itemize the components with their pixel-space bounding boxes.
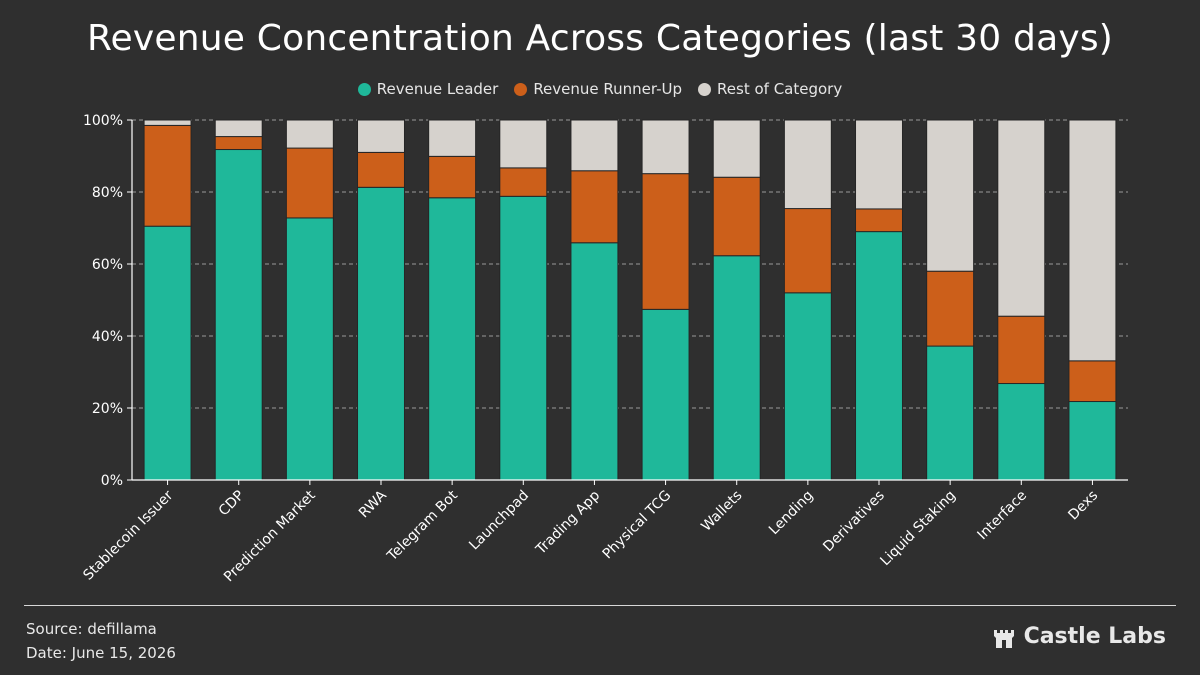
source-note: Source: defillama xyxy=(26,620,157,638)
legend-label-runner-up: Revenue Runner-Up xyxy=(533,80,683,98)
x-tick-label: Liquid Staking xyxy=(877,488,959,570)
x-tick-label: Interface xyxy=(974,488,1030,544)
bar-segment-runner-up xyxy=(214,136,263,151)
bar-segment-rest xyxy=(499,119,548,169)
bar-segment-runner-up xyxy=(357,151,405,188)
legend-label-rest: Rest of Category xyxy=(717,80,843,98)
bar-segment-leader xyxy=(285,217,334,481)
bar-segment-runner-up xyxy=(783,208,832,294)
legend-swatch-rest xyxy=(698,82,712,96)
bar-segment-leader xyxy=(428,197,477,481)
bar-segment-rest xyxy=(285,119,334,149)
bar-segment-rest xyxy=(855,119,903,210)
bar-segment-leader xyxy=(570,242,619,481)
y-tick-label: 40% xyxy=(92,329,123,345)
x-tick-label: Stablecoin Issuer xyxy=(80,487,176,583)
bar-segment-leader xyxy=(214,149,263,481)
bar-segment-leader xyxy=(783,292,832,481)
bar-segment-runner-up xyxy=(855,208,903,233)
y-tick-label: 100% xyxy=(83,113,123,129)
bar-segment-rest xyxy=(712,119,761,178)
legend-label-leader: Revenue Leader xyxy=(376,80,499,98)
bar-segment-rest xyxy=(1068,119,1117,362)
bar-segment-runner-up xyxy=(926,270,975,347)
bar-segment-runner-up xyxy=(143,124,192,227)
bar-segment-leader xyxy=(997,383,1046,481)
bar-segment-runner-up xyxy=(499,167,548,197)
bar-segment-runner-up xyxy=(712,176,761,257)
bar-segment-runner-up xyxy=(997,315,1046,385)
bar-segment-rest xyxy=(428,119,477,157)
chart-title: Revenue Concentration Across Categories … xyxy=(86,18,1114,59)
legend-item-leader: Revenue Leader xyxy=(357,80,499,98)
footer-divider xyxy=(24,605,1176,606)
bar-segment-leader xyxy=(712,255,761,481)
brand-name: Castle Labs xyxy=(1023,624,1166,649)
bar-segment-runner-up xyxy=(1068,360,1117,403)
bar-segment-runner-up xyxy=(285,147,334,219)
x-tick-label: Dexs xyxy=(1065,488,1101,524)
brand-logo: Castle Labs xyxy=(992,624,1166,649)
bar-segment-runner-up xyxy=(570,170,619,244)
x-tick-label: Launchpad xyxy=(466,488,532,554)
bar-segment-leader xyxy=(1068,401,1117,481)
bar-segment-leader xyxy=(926,345,975,481)
legend-swatch-runner-up xyxy=(514,82,528,96)
bar-segment-rest xyxy=(641,119,690,175)
bar-segment-rest xyxy=(214,119,263,138)
bar-segment-runner-up xyxy=(428,155,477,199)
bar-segment-leader xyxy=(499,195,548,481)
legend-swatch-leader xyxy=(357,82,371,96)
bar-segment-rest xyxy=(143,119,192,126)
x-tick-label: Telegram Bot xyxy=(384,487,462,565)
bar-segment-rest xyxy=(783,119,832,210)
x-tick-label: Lending xyxy=(766,488,817,539)
y-tick-label: 20% xyxy=(92,401,123,417)
x-tick-label: CDP xyxy=(216,488,248,520)
bar-segment-leader xyxy=(641,308,690,481)
x-tick-label: RWA xyxy=(356,487,390,521)
bar-segment-leader xyxy=(855,231,903,481)
x-tick-label: Physical TCG xyxy=(600,488,675,563)
bar-segment-runner-up xyxy=(641,173,690,310)
bar-segment-rest xyxy=(357,119,405,153)
date-note: Date: June 15, 2026 xyxy=(26,644,176,662)
bar-segment-rest xyxy=(926,119,975,272)
castle-icon xyxy=(993,629,1014,648)
y-tick-label: 0% xyxy=(101,473,123,489)
bar-segment-leader xyxy=(357,186,405,481)
y-tick-label: 80% xyxy=(92,185,123,201)
y-tick-label: 60% xyxy=(92,257,123,273)
stacked-bar-chart: 0%20%40%60%80%100%Stablecoin Issuer CDPPr… xyxy=(80,113,1128,585)
chart-legend: Revenue Leader Revenue Runner-Up Rest of… xyxy=(0,80,1200,98)
legend-item-rest: Rest of Category xyxy=(698,80,842,98)
bar-segment-leader xyxy=(143,225,192,481)
legend-item-runner-up: Revenue Runner-Up xyxy=(514,80,682,98)
x-tick-label: Derivatives xyxy=(820,488,888,556)
bar-segment-rest xyxy=(570,119,619,172)
x-tick-label: Wallets xyxy=(698,488,745,535)
bar-segment-rest xyxy=(997,119,1046,317)
x-tick-label: Trading App xyxy=(532,487,603,558)
